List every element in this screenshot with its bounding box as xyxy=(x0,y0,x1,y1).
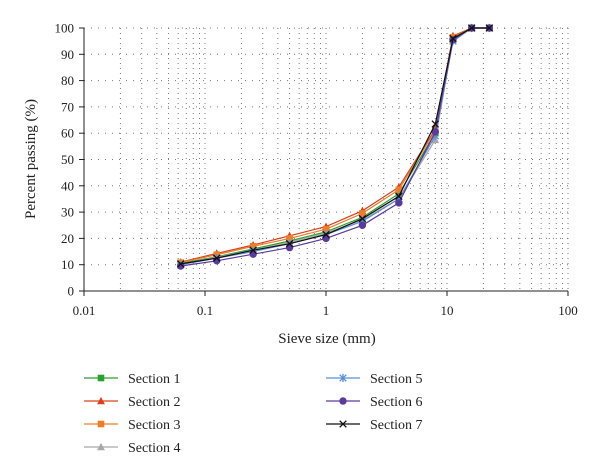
y-tick-labels: 0 10 20 30 40 50 60 70 80 90 100 xyxy=(55,21,75,299)
series-7 xyxy=(176,24,494,268)
plot-frame xyxy=(79,27,569,296)
series-7-point-9 xyxy=(467,24,476,32)
legend-item-5: Section 5 xyxy=(326,372,423,387)
legend-label-5: Section 5 xyxy=(370,372,423,387)
series-7-point-0 xyxy=(176,260,185,268)
series-7-point-10 xyxy=(485,24,494,32)
series-3-line xyxy=(180,27,490,264)
series-7-point-1 xyxy=(212,254,221,262)
series-7-point-3 xyxy=(285,239,294,248)
legend: Section 1 Section 2 Section 3 Section 4 Sect… xyxy=(84,372,423,456)
series-7-point-2 xyxy=(249,246,257,254)
y-tick-label-8: 80 xyxy=(61,73,74,88)
y-tick-label-1: 10 xyxy=(61,257,74,272)
series-3-point-6 xyxy=(395,186,403,194)
series-layer xyxy=(176,23,494,270)
legend-swatch-marker-4 xyxy=(97,442,105,451)
series-2 xyxy=(176,23,494,266)
x-tick-label-0: 0.01 xyxy=(73,303,96,318)
y-tick-label-7: 70 xyxy=(61,99,74,114)
series-6-point-3 xyxy=(285,243,294,252)
legend-label-2: Section 2 xyxy=(128,395,181,410)
series-7-point-4 xyxy=(322,230,330,239)
legend-swatch-marker-3 xyxy=(97,420,105,428)
y-tick-label-3: 30 xyxy=(61,205,74,220)
legend-label-7: Section 7 xyxy=(370,418,423,433)
legend-swatch-marker-6 xyxy=(339,397,347,405)
legend-item-1: Section 1 xyxy=(84,372,181,387)
legend-label-4: Section 4 xyxy=(128,441,181,456)
series-6-point-6 xyxy=(395,199,403,207)
series-6-point-7 xyxy=(431,128,439,136)
x-tick-label-3: 10 xyxy=(441,303,454,318)
y-tick-label-5: 50 xyxy=(61,152,74,167)
legend-item-2: Section 2 xyxy=(84,395,181,410)
y-tick-label-9: 90 xyxy=(61,47,74,62)
grid xyxy=(84,27,569,291)
series-6-point-4 xyxy=(322,234,330,243)
series-2-line xyxy=(180,27,490,263)
x-tick-label-4: 100 xyxy=(558,303,578,318)
legend-swatch-marker-5 xyxy=(339,373,347,383)
series-7-point-8 xyxy=(449,34,457,43)
y-tick-label-6: 60 xyxy=(61,126,74,141)
y-tick-label-4: 40 xyxy=(61,178,74,193)
series-1-point-6 xyxy=(395,190,403,197)
x-tick-label-2: 1 xyxy=(323,303,330,318)
y-axis-label: Percent passing (%) xyxy=(23,99,39,219)
legend-label-6: Section 6 xyxy=(370,395,423,410)
x-axis-label: Sieve size (mm) xyxy=(278,331,375,347)
x-tick-labels: 0.01 0.1 1 10 100 xyxy=(73,303,578,318)
legend-item-4: Section 4 xyxy=(84,441,181,456)
series-7-point-6 xyxy=(395,192,403,201)
series-7-point-5 xyxy=(358,214,367,223)
series-5-line xyxy=(180,27,490,266)
legend-item-6: Section 6 xyxy=(326,395,423,410)
y-tick-label-0: 0 xyxy=(68,284,75,299)
legend-label-1: Section 1 xyxy=(128,372,181,387)
legend-item-7: Section 7 xyxy=(326,418,423,433)
y-tick-label-2: 20 xyxy=(61,231,74,246)
legend-item-3: Section 3 xyxy=(84,418,181,433)
series-6 xyxy=(177,24,494,270)
x-tick-label-1: 0.1 xyxy=(197,303,213,318)
series-6-point-2 xyxy=(249,250,257,258)
series-6-point-5 xyxy=(358,221,367,229)
y-tick-label-10: 100 xyxy=(55,21,75,36)
series-7-point-7 xyxy=(431,120,440,128)
legend-label-3: Section 3 xyxy=(128,418,181,433)
series-3-point-5 xyxy=(359,210,366,217)
series-5 xyxy=(176,23,494,269)
legend-swatch-marker-2 xyxy=(97,396,105,405)
legend-swatch-marker-1 xyxy=(97,374,105,382)
series-1-line xyxy=(180,27,490,264)
legend-swatch-marker-7 xyxy=(339,420,347,428)
